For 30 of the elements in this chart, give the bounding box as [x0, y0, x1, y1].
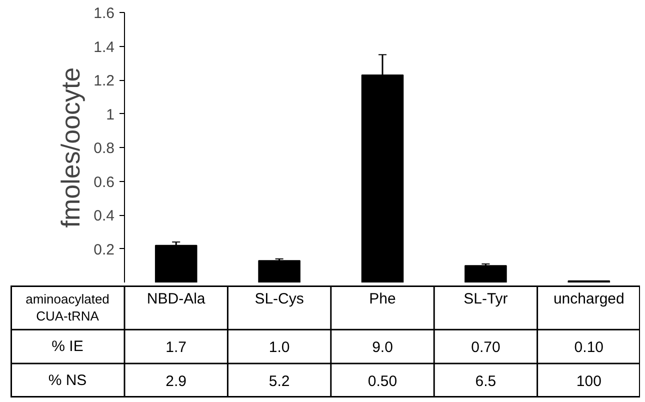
text: aminoacylated CUA-tRNA	[26, 291, 110, 324]
x-tick-label: NBD-Ala	[146, 290, 206, 308]
y-tick-label: 1.6	[94, 5, 115, 22]
text: 1.0	[268, 339, 290, 356]
bar	[258, 260, 300, 282]
x-tick-label: SL-Tyr	[464, 290, 508, 308]
y-tick-label: 0.2	[94, 241, 115, 258]
y-tick-label: 1.4	[94, 38, 115, 56]
y-tick-label: 0.6	[94, 174, 115, 191]
text: 1.7	[166, 339, 187, 356]
x-tick-label: SL-Cys	[254, 290, 304, 308]
x-tick-label: Phe	[369, 290, 396, 308]
y-axis-title: fmoles/oocyte	[56, 67, 86, 228]
text: 100	[576, 373, 602, 390]
text: % NS	[48, 372, 87, 390]
text: 0.50	[368, 373, 398, 390]
y-tick-label: 0.8	[94, 140, 115, 157]
x-tick-label: uncharged	[553, 290, 624, 308]
text: 5.2	[268, 373, 290, 390]
text: % IE	[52, 338, 84, 356]
bar	[464, 265, 507, 282]
y-tick-label: 1	[106, 106, 114, 124]
text: 2.9	[166, 373, 187, 390]
bar	[154, 244, 198, 282]
text: 0.70	[471, 339, 500, 356]
text: 9.0	[372, 339, 393, 356]
text: 0.10	[574, 339, 604, 356]
text: 6.5	[475, 373, 496, 390]
y-tick-label: 1.2	[94, 72, 115, 90]
y-tick-label: 0.4	[94, 208, 115, 224]
